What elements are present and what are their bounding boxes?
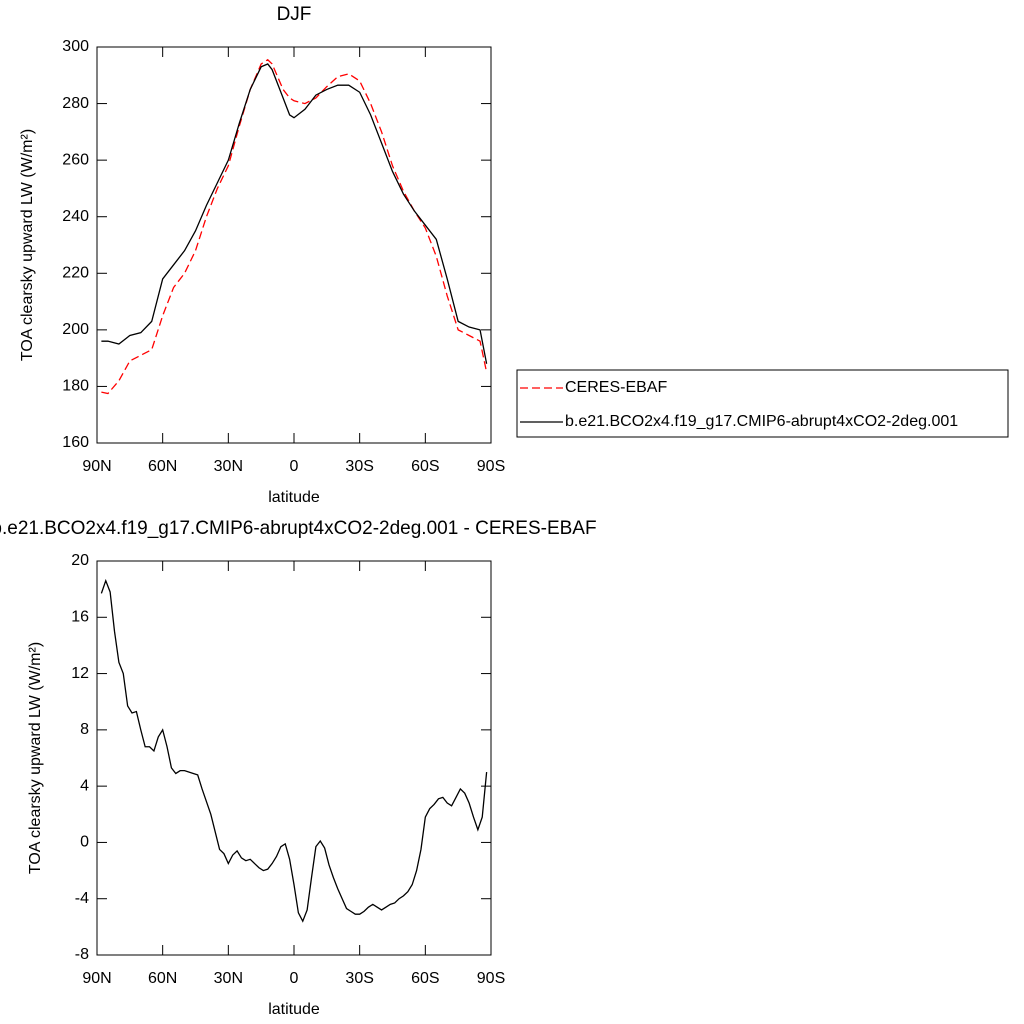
legend-box — [516, 369, 1009, 438]
y-tick-label: 240 — [62, 208, 89, 225]
y-tick-label: 200 — [62, 321, 89, 338]
x-axis-label: latitude — [268, 1001, 320, 1018]
y-tick-label: 180 — [62, 378, 89, 395]
y-axis-label: TOA clearsky upward LW (W/m²) — [27, 642, 44, 874]
series-line — [100, 578, 488, 923]
x-tick-label: 60S — [411, 970, 439, 987]
x-tick-label: 30S — [345, 458, 373, 475]
plot-frame — [96, 560, 492, 956]
x-tick-label: 30N — [214, 458, 243, 475]
series-line — [101, 58, 488, 395]
y-tick-label: 4 — [80, 777, 89, 794]
y-tick-label: 160 — [62, 434, 89, 451]
y-tick-label: 8 — [80, 721, 89, 738]
y-axis-label: TOA clearsky upward LW (W/m²) — [19, 129, 36, 361]
y-tick-label: 20 — [71, 552, 89, 569]
x-tick-label: 30S — [345, 970, 373, 987]
y-tick-label: 280 — [62, 95, 89, 112]
y-tick-label: 220 — [62, 265, 89, 282]
y-tick-label: -8 — [75, 946, 89, 963]
series-line — [101, 63, 488, 364]
y-tick-label: -4 — [75, 890, 89, 907]
chart-title: DJF — [277, 4, 312, 25]
x-tick-label: 60N — [148, 970, 177, 987]
x-tick-label: 0 — [290, 970, 299, 987]
y-tick-label: 12 — [71, 665, 89, 682]
x-tick-label: 0 — [290, 458, 299, 475]
x-tick-label: 60N — [148, 458, 177, 475]
x-tick-label: 60S — [411, 458, 439, 475]
legend-label: CERES-EBAF — [565, 379, 667, 396]
y-tick-label: 0 — [80, 834, 89, 851]
x-tick-label: 90N — [82, 970, 111, 987]
legend-label: b.e21.BCO2x4.f19_g17.CMIP6-abrupt4xCO2-2… — [565, 413, 958, 430]
x-tick-label: 90S — [477, 458, 505, 475]
x-axis-label: latitude — [268, 489, 320, 506]
plot-frame — [96, 46, 492, 444]
y-tick-label: 260 — [62, 151, 89, 168]
y-tick-label: 16 — [71, 609, 89, 626]
x-tick-label: 90S — [477, 970, 505, 987]
x-tick-label: 90N — [82, 458, 111, 475]
y-tick-label: 300 — [62, 38, 89, 55]
chart-title: b.e21.BCO2x4.f19_g17.CMIP6-abrupt4xCO2-2… — [0, 518, 597, 539]
x-tick-label: 30N — [214, 970, 243, 987]
